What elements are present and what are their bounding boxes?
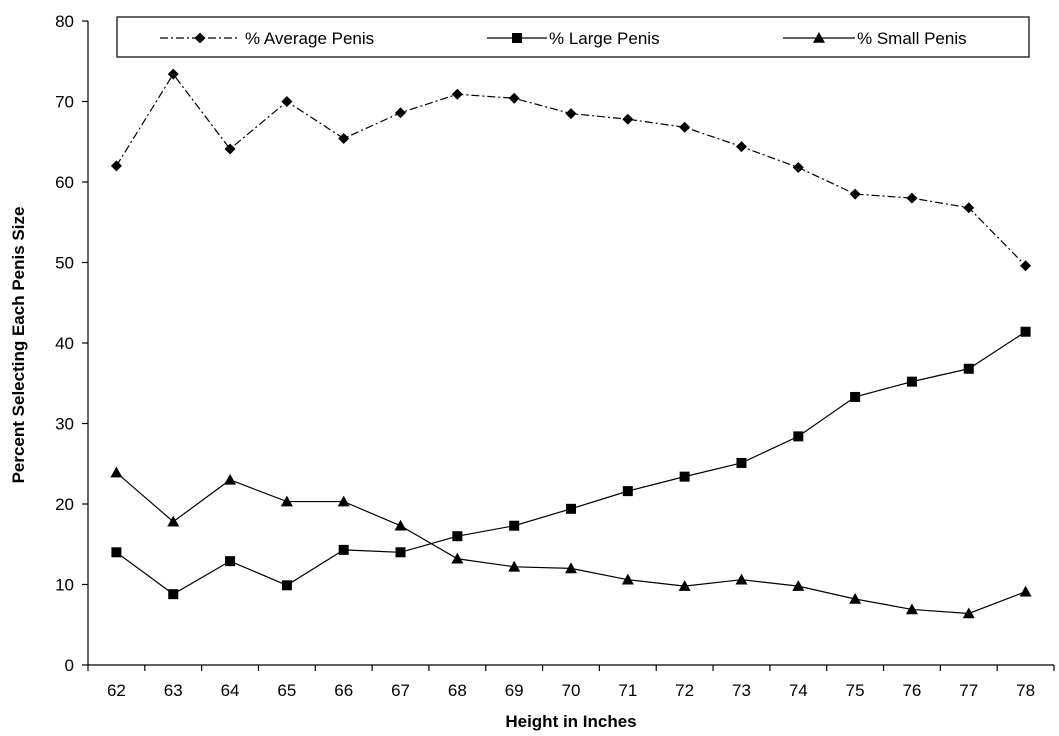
- y-tick-label: 80: [55, 12, 74, 31]
- legend-label: % Average Penis: [245, 29, 374, 48]
- series-line: [115, 73, 1027, 267]
- data-point: [735, 573, 748, 585]
- legend-marker: [194, 32, 206, 44]
- data-point: [1020, 260, 1032, 272]
- data-point: [224, 473, 237, 485]
- legend-label: % Large Penis: [549, 29, 660, 48]
- series-2: [111, 326, 1031, 600]
- data-point: [792, 580, 805, 591]
- x-tick-label: 75: [846, 681, 865, 700]
- x-tick-label: 77: [959, 681, 978, 700]
- data-point: [167, 515, 180, 527]
- x-tick-label: 78: [1016, 681, 1035, 700]
- series-line: [116, 472, 1026, 615]
- legend-marker: [512, 33, 522, 43]
- data-point: [168, 589, 179, 600]
- series-line: [116, 331, 1026, 595]
- data-point: [679, 471, 690, 482]
- y-tick-label: 30: [55, 415, 74, 434]
- data-point: [566, 503, 576, 514]
- data-point: [508, 92, 520, 104]
- data-point: [1019, 585, 1032, 597]
- data-point: [167, 68, 179, 80]
- data-point: [224, 143, 236, 155]
- data-point: [110, 160, 122, 172]
- data-point: [338, 544, 349, 555]
- x-tick-label: 72: [675, 681, 694, 700]
- data-point: [111, 547, 122, 558]
- legend: % Average Penis % Large Penis % Small Peni…: [116, 16, 1030, 58]
- data-point: [280, 495, 293, 507]
- series-3: [110, 466, 1032, 619]
- data-point: [281, 96, 293, 107]
- data-point: [395, 547, 406, 558]
- data-point: [394, 519, 407, 531]
- data-point: [906, 192, 918, 204]
- data-point: [906, 376, 917, 387]
- x-tick-label: 65: [277, 681, 296, 700]
- axes: 0 10 20 30 40 50 60 70 80 62 63 64 65 66 67 68 69 70 71 72 7…: [55, 12, 1055, 700]
- data-point: [225, 556, 236, 567]
- y-axis-title: Percent Selecting Each Penis Size: [9, 207, 28, 484]
- x-tick-label: 66: [334, 681, 353, 700]
- y-tick-label: 20: [55, 495, 74, 514]
- data-point: [110, 466, 123, 478]
- data-point: [565, 108, 577, 120]
- series-layer: [110, 68, 1032, 619]
- x-tick-label: 71: [618, 681, 637, 700]
- x-tick-label: 69: [505, 681, 524, 700]
- data-point: [736, 457, 747, 468]
- data-point: [565, 562, 577, 574]
- legend-marker: [813, 32, 825, 43]
- y-tick-label: 0: [65, 656, 74, 675]
- x-tick-label: 74: [789, 681, 808, 700]
- x-tick-label: 70: [562, 681, 581, 700]
- legend-box: [116, 16, 1030, 58]
- data-point: [337, 495, 350, 507]
- data-point: [509, 520, 520, 531]
- data-point: [792, 162, 804, 174]
- series-1: [110, 68, 1032, 272]
- x-tick-label: 68: [448, 681, 467, 700]
- y-tick-label: 70: [55, 93, 74, 112]
- legend-label: % Small Penis: [857, 29, 967, 48]
- data-point: [678, 580, 691, 591]
- data-point: [905, 603, 918, 615]
- x-tick-label: 62: [107, 681, 126, 700]
- data-point: [849, 188, 861, 200]
- data-point: [679, 121, 691, 133]
- data-point: [338, 133, 350, 145]
- data-point: [508, 560, 521, 572]
- data-point: [849, 592, 862, 604]
- data-point: [793, 431, 804, 442]
- data-point: [451, 88, 463, 100]
- data-point: [963, 202, 975, 214]
- data-point: [451, 552, 464, 564]
- y-tick-label: 60: [55, 173, 74, 192]
- x-tick-label: 63: [164, 681, 183, 700]
- data-point: [621, 573, 634, 585]
- y-tick-label: 50: [55, 254, 74, 273]
- x-axis-title: Height in Inches: [505, 712, 636, 731]
- x-tick-label: 64: [221, 681, 240, 700]
- data-point: [281, 580, 292, 591]
- data-point: [395, 107, 407, 119]
- data-point: [1020, 326, 1031, 337]
- data-point: [452, 531, 463, 542]
- data-point: [735, 141, 747, 153]
- y-tick-label: 40: [55, 334, 74, 353]
- data-point: [962, 607, 975, 619]
- x-tick-label: 67: [391, 681, 410, 700]
- data-point: [850, 391, 861, 402]
- data-point: [622, 113, 634, 125]
- data-point: [622, 486, 633, 497]
- x-tick-label: 76: [902, 681, 921, 700]
- y-tick-label: 10: [55, 576, 74, 595]
- x-tick-label: 73: [732, 681, 751, 700]
- data-point: [963, 363, 974, 374]
